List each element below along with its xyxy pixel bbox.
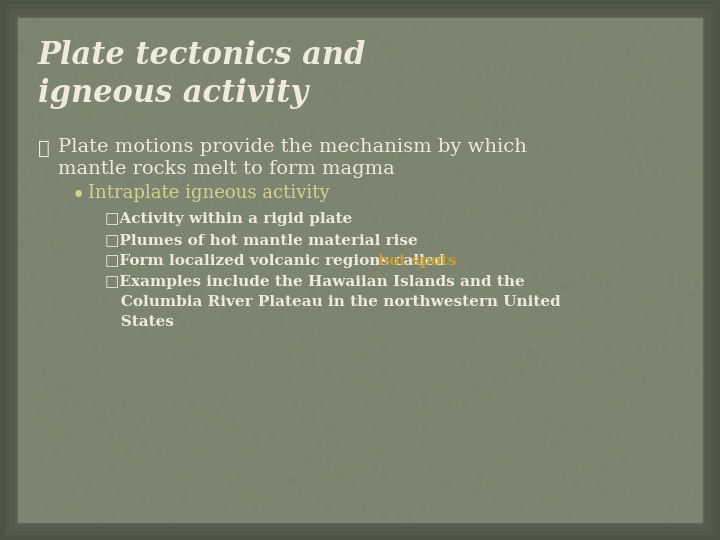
Text: igneous activity: igneous activity [38,78,308,109]
Bar [120,120,600,420]
Text: □Activity within a rigid plate: □Activity within a rigid plate [105,212,352,226]
Bar [45,45,675,495]
Bar [60,60,660,480]
Bar [90,90,630,450]
Text: •: • [72,185,85,207]
Bar [105,105,615,435]
Bar [50,50,670,490]
Bar [110,110,610,430]
Bar [135,135,585,405]
Text: Intraplate igneous activity: Intraplate igneous activity [88,184,330,202]
Bar [85,85,635,455]
Text: mantle rocks melt to form magma: mantle rocks melt to form magma [58,160,395,178]
Text: Plate motions provide the mechanism by which: Plate motions provide the mechanism by w… [58,138,527,156]
Bar [30,30,690,510]
Bar [125,125,595,415]
Bar [140,140,580,400]
Text: □Form localized volcanic regions called: □Form localized volcanic regions called [105,254,451,268]
Bar [80,80,640,460]
Text: hot spots: hot spots [378,254,456,268]
Bar [75,75,645,465]
Bar [145,145,575,395]
Bar [130,130,590,410]
Bar [40,40,680,500]
Text: Plate tectonics and: Plate tectonics and [38,40,366,71]
Text: ❖: ❖ [38,140,50,158]
Bar [70,70,650,470]
Text: □Plumes of hot mantle material rise: □Plumes of hot mantle material rise [105,233,418,247]
Bar [100,100,620,440]
Bar [55,55,665,485]
Bar [35,35,685,505]
Bar [65,65,655,475]
Text: Columbia River Plateau in the northwestern United: Columbia River Plateau in the northweste… [105,295,561,309]
Bar [95,95,625,445]
Bar [115,115,605,425]
Text: States: States [105,315,174,329]
Text: □Examples include the Hawaiian Islands and the: □Examples include the Hawaiian Islands a… [105,275,525,289]
